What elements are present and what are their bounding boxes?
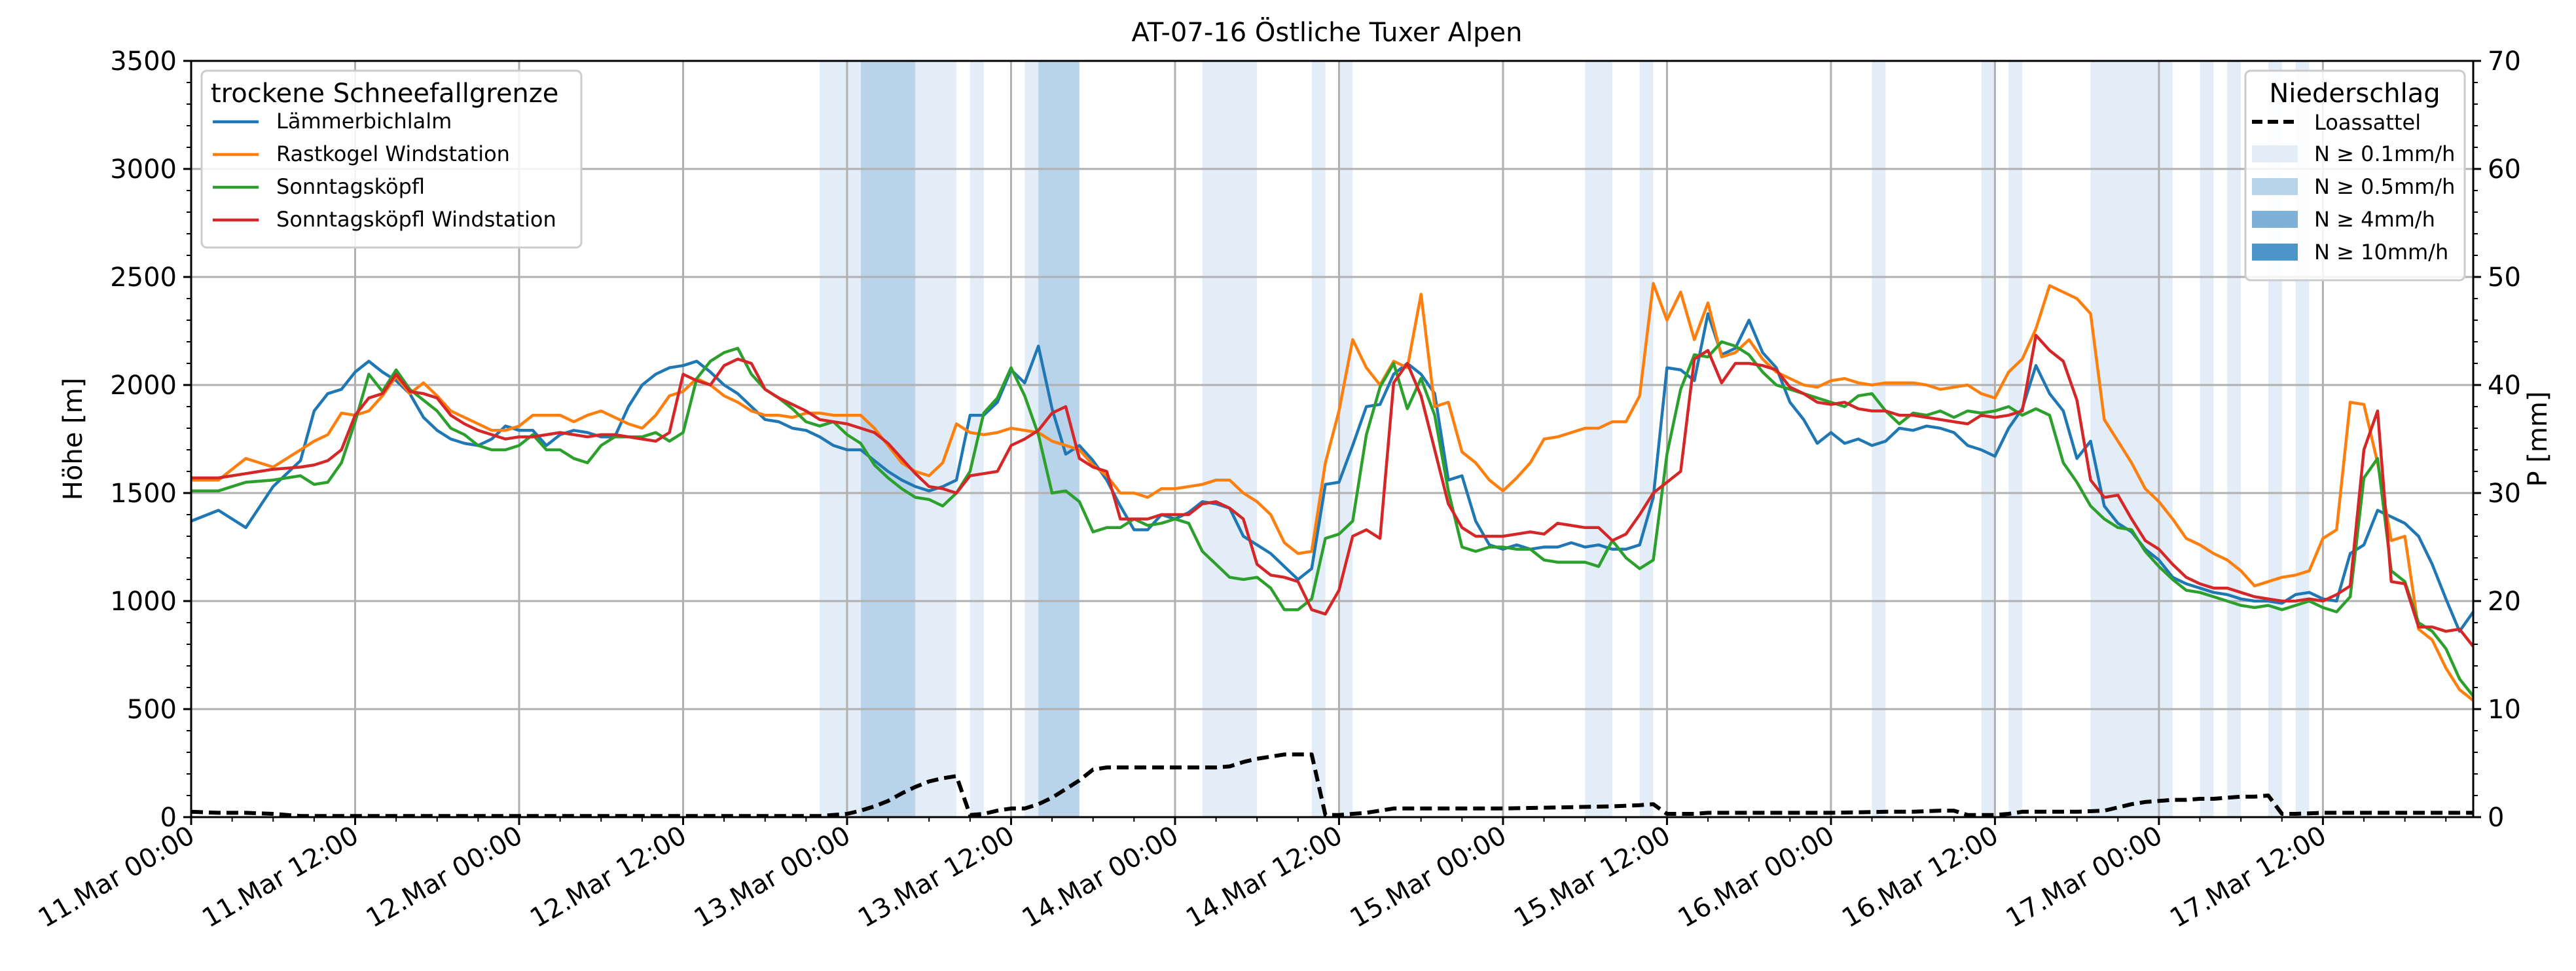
- precip-band-9: [1585, 61, 1612, 817]
- series-line-rastkogel-windstation: [191, 282, 2475, 702]
- y-left-tick-label-0: 0: [160, 803, 177, 833]
- precip-band-1: [860, 61, 916, 817]
- legend-band-label-1: N ≥ 0.5mm/h: [2314, 174, 2455, 199]
- legend-stations-title: trockene Schneefallgrenze: [211, 79, 558, 109]
- legend-label-sonntagskoepfl: Sonntagsköpfl: [276, 174, 425, 199]
- x-tick-label-10: 16.Mar 00:00: [1673, 820, 1840, 934]
- x-tick-label-4: 13.Mar 00:00: [689, 820, 856, 934]
- precipitation-bands: [820, 61, 2310, 817]
- y-axis-label-right: P [mm]: [2523, 392, 2553, 487]
- legend-band-swatch-0: [2252, 145, 2298, 162]
- x-tick-label-0: 11.Mar 00:00: [33, 820, 200, 934]
- y-right-tick-label-3: 30: [2488, 479, 2521, 509]
- precip-band-5: [1038, 61, 1079, 817]
- y-axis-left: 0 500 1000 1500 2000 2500 3000 3500: [110, 46, 191, 833]
- legend-band-swatch-2: [2252, 211, 2298, 228]
- series-lines: [190, 282, 2475, 818]
- legend-band-swatch-1: [2252, 178, 2298, 195]
- legend-stations: trockene Schneefallgrenze Lämmerbichlalm…: [200, 69, 583, 249]
- precip-band-8: [1339, 61, 1353, 817]
- chart-title: AT-07-16 Östliche Tuxer Alpen: [1131, 16, 1522, 48]
- x-tick-label-8: 15.Mar 00:00: [1345, 820, 1512, 934]
- x-tick-label-12: 17.Mar 00:00: [2001, 820, 2168, 934]
- y-axis-right: 0 10 20 30 40 50 60 70: [2473, 46, 2521, 833]
- series-line-sonntagskoepfl-windstation: [191, 333, 2475, 648]
- x-tick-label-7: 14.Mar 12:00: [1181, 820, 1347, 934]
- legend-precipitation-box: [2244, 69, 2466, 282]
- y-right-tick-label-5: 50: [2488, 263, 2521, 293]
- legend-label-laemmerbichlalm: Lämmerbichlalm: [276, 109, 452, 134]
- x-tick-label-6: 14.Mar 00:00: [1017, 820, 1184, 934]
- precip-band-14: [2090, 61, 2173, 817]
- y-left-tick-label-5: 2500: [110, 263, 177, 293]
- y-left-tick-label-2: 1000: [110, 587, 177, 617]
- precip-band-12: [1981, 61, 1995, 817]
- y-right-tick-label-6: 60: [2488, 155, 2521, 185]
- legend-precipitation: Niederschlag Loassattel N ≥ 0.1mm/h N ≥ 0…: [2244, 69, 2466, 282]
- legend-loassattel-label: Loassattel: [2314, 110, 2421, 135]
- y-right-tick-label-7: 70: [2488, 46, 2521, 77]
- series-line-sonntagskoepfl: [191, 340, 2475, 697]
- precip-band-7: [1311, 61, 1326, 817]
- legend-band-label-0: N ≥ 0.1mm/h: [2314, 141, 2455, 166]
- precip-band-6: [1202, 61, 1258, 817]
- y-left-tick-label-4: 2000: [110, 371, 177, 401]
- series-line-loassattel: [190, 752, 2473, 818]
- precip-band-11: [1872, 61, 1886, 817]
- plot-frame: [190, 60, 2475, 818]
- precip-band-16: [2227, 61, 2241, 817]
- x-tick-label-9: 15.Mar 12:00: [1509, 820, 1675, 934]
- precip-band-13: [2008, 61, 2023, 817]
- y-right-tick-label-0: 0: [2488, 803, 2504, 833]
- y-right-tick-label-1: 10: [2488, 695, 2521, 725]
- y-right-tick-label-4: 40: [2488, 371, 2521, 401]
- y-right-tick-label-2: 20: [2488, 587, 2521, 617]
- y-left-tick-label-6: 3000: [110, 155, 177, 185]
- precip-band-4: [1025, 61, 1039, 817]
- x-tick-label-13: 17.Mar 12:00: [2165, 820, 2331, 934]
- x-tick-label-3: 12.Mar 12:00: [525, 820, 691, 934]
- y-left-tick-label-3: 1500: [110, 479, 177, 509]
- x-tick-label-2: 12.Mar 00:00: [361, 820, 528, 934]
- y-left-tick-label-7: 3500: [110, 46, 177, 77]
- legend-precipitation-title: Niederschlag: [2269, 79, 2440, 109]
- precip-band-10: [1639, 61, 1654, 817]
- legend-band-swatch-3: [2252, 244, 2298, 261]
- y-left-tick-label-1: 500: [127, 695, 177, 725]
- legend-stations-box: [200, 69, 583, 249]
- legend-label-sonntagskoepfl-windstation: Sonntagsköpfl Windstation: [276, 207, 556, 232]
- legend-band-label-2: N ≥ 4mm/h: [2314, 207, 2435, 232]
- x-tick-label-11: 16.Mar 12:00: [1837, 820, 2003, 934]
- x-tick-label-5: 13.Mar 12:00: [853, 820, 1019, 934]
- legend-label-rastkogel-windstation: Rastkogel Windstation: [276, 141, 510, 166]
- legend-band-label-3: N ≥ 10mm/h: [2314, 240, 2448, 265]
- precip-band-15: [2200, 61, 2214, 817]
- x-tick-label-1: 11.Mar 12:00: [197, 820, 363, 934]
- y-axis-label-left: Höhe [m]: [58, 378, 88, 500]
